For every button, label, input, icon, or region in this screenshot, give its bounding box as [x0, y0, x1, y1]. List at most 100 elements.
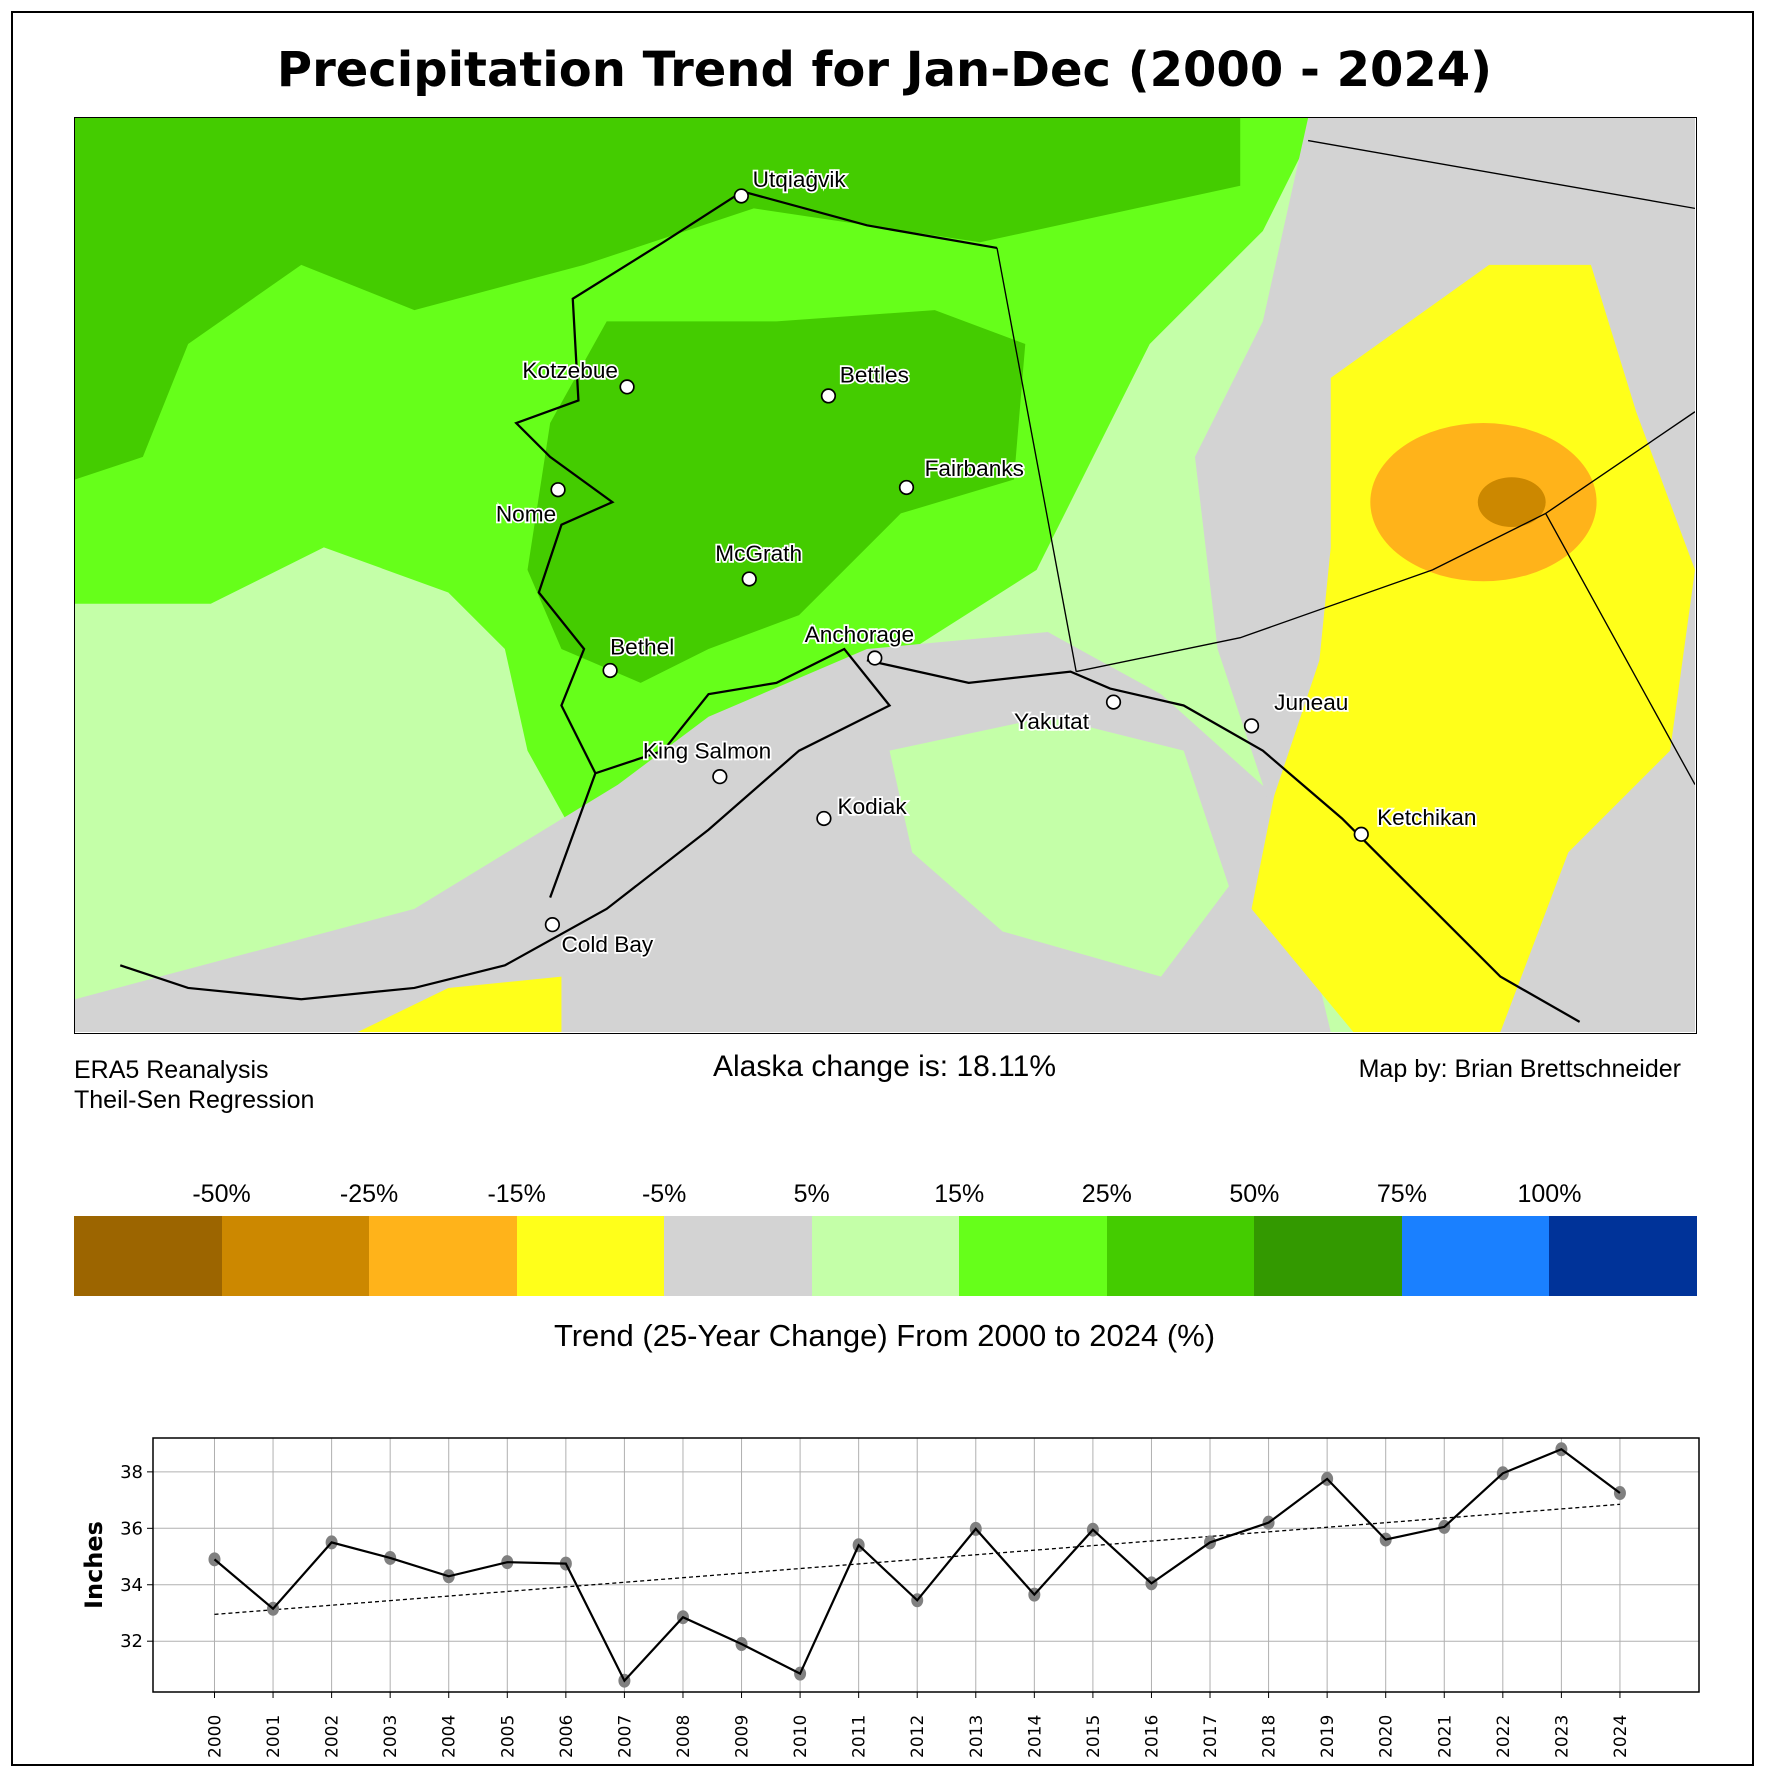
x-tick-label: 2007: [615, 1715, 635, 1758]
x-tick-label: 2023: [1552, 1715, 1572, 1758]
colorbar-tick-label: 50%: [1229, 1180, 1280, 1208]
colorbar-tick-label: -5%: [641, 1180, 687, 1208]
map-region-yellow-south: [357, 976, 562, 1032]
x-tick-label: 2017: [1201, 1715, 1221, 1758]
map-credit: Map by: Brian Brettschneider: [1358, 1055, 1681, 1083]
x-tick-label: 2006: [557, 1715, 577, 1758]
city-marker: [1353, 826, 1369, 842]
y-tick-label: 38: [120, 1462, 143, 1483]
x-tick-label: 2001: [264, 1715, 284, 1758]
x-tick-label: 2009: [733, 1715, 753, 1758]
city-label: Yakutat: [1014, 709, 1090, 734]
alaska-coastline: [119, 190, 1581, 1023]
city-marker: [712, 769, 728, 785]
figure-frame: [11, 11, 1754, 1766]
city-label: Fairbanks: [925, 456, 1024, 481]
colorbar-swatch: [664, 1216, 812, 1296]
colorbar-tick-label: -50%: [192, 1180, 251, 1208]
trend-map: Utqiaġvik Kotzebue Bettles Nome Fairbanks McG…: [74, 117, 1697, 1034]
source-note: ERA5 Reanalysis Theil-Sen Regression: [74, 1055, 314, 1115]
colorbar-tick-label: 15%: [934, 1180, 985, 1208]
x-tick-label: 2014: [1025, 1715, 1045, 1758]
trend-line: [214, 1503, 1620, 1616]
colorbar-swatch: [369, 1216, 517, 1296]
city-label: Kodiak: [837, 794, 907, 819]
colorbar-swatch: [1254, 1216, 1402, 1296]
city-label: Bettles: [840, 362, 909, 387]
colorbar-ticks: -50% -25% -15% -5% 5% 15% 25% 50% 75% 100%: [74, 1180, 1697, 1210]
precip-line-chart: 2000 2001 2002 2003 2004 2005 2006 2007 2008 2009…: [80, 1437, 1700, 1758]
map-region-light-south: [889, 716, 1229, 977]
map-region-50-75-interior: [527, 310, 1026, 683]
colorbar-swatch: [74, 1216, 222, 1296]
colorbar-tick-label: -25%: [339, 1180, 399, 1208]
x-tick-label: 2019: [1318, 1715, 1338, 1758]
city-label: McGrath: [715, 541, 802, 566]
city-marker: [867, 650, 883, 666]
x-tick-label: 2024: [1611, 1715, 1631, 1758]
colorbar-tick-label: 75%: [1376, 1180, 1427, 1208]
x-tick-label: 2015: [1084, 1715, 1104, 1758]
colorbar-swatch: [1549, 1216, 1698, 1296]
city-marker: [619, 379, 635, 395]
city-label: Juneau: [1274, 690, 1348, 715]
map-region-dark-orange: [1477, 477, 1546, 527]
map-region-50-75-north: [75, 118, 1241, 480]
city-label: Utqiaġvik: [753, 167, 847, 192]
x-tick-label: 2021: [1435, 1715, 1455, 1758]
city-label: Nome: [496, 501, 556, 526]
x-tick-label: 2008: [674, 1715, 694, 1758]
city-marker: [1243, 718, 1260, 734]
x-tick-label: 2022: [1494, 1715, 1514, 1758]
colorbar-tick-label: 5%: [793, 1180, 830, 1208]
city-marker: [550, 482, 566, 498]
x-tick-label: 2020: [1377, 1715, 1397, 1758]
x-tick-label: 2016: [1142, 1715, 1162, 1758]
x-tick-label: 2013: [967, 1715, 987, 1758]
colorbar-label: Trend (25-Year Change) From 2000 to 2024…: [553, 1318, 1216, 1353]
city-marker: [820, 388, 837, 404]
x-tick-label: 2012: [908, 1715, 928, 1758]
colorbar-swatch: [221, 1216, 370, 1296]
city-label: King Salmon: [643, 739, 771, 764]
city-marker: [733, 188, 749, 204]
colorbar: [74, 1216, 1698, 1296]
city-label: Cold Bay: [561, 932, 653, 957]
source-line-era5: ERA5 Reanalysis: [74, 1056, 269, 1084]
colorbar-tick-label: 25%: [1081, 1180, 1132, 1208]
plot-frame: [152, 1437, 1700, 1693]
colorbar-swatch: [811, 1216, 960, 1296]
x-tick-label: 2011: [850, 1715, 870, 1758]
y-tick-label: 36: [120, 1518, 143, 1539]
x-tick-label: 2010: [791, 1715, 811, 1758]
precip-series-line: [213, 1448, 1621, 1683]
y-tick-label: 34: [120, 1575, 143, 1596]
figure-title: Precipitation Trend for Jan-Dec (2000 - …: [276, 42, 1493, 98]
colorbar-tick-label: 100%: [1517, 1180, 1582, 1208]
colorbar-swatch: [959, 1216, 1107, 1296]
x-tick-label: 2003: [381, 1715, 401, 1758]
city-label: Ketchikan: [1377, 805, 1476, 830]
colorbar-swatch: [1106, 1216, 1255, 1296]
city-marker: [544, 917, 561, 933]
city-label: Kotzebue: [522, 358, 618, 383]
city-label: Bethel: [610, 635, 674, 660]
colorbar-tick-label: -15%: [487, 1180, 546, 1208]
x-tick-label: 2000: [205, 1715, 225, 1758]
city-marker: [816, 810, 832, 827]
x-tick-label: 2005: [498, 1715, 518, 1758]
colorbar-swatch: [516, 1216, 665, 1296]
city-marker: [741, 571, 757, 587]
source-line-regression: Theil-Sen Regression: [74, 1086, 315, 1114]
y-axis-label: Inches: [80, 1521, 108, 1609]
city-marker: [1105, 694, 1122, 710]
y-tick-label: 32: [120, 1631, 143, 1652]
colorbar-swatch: [1401, 1216, 1550, 1296]
x-tick-label: 2004: [440, 1715, 460, 1758]
alaska-change: Alaska change is: 18.11%: [713, 1050, 1056, 1083]
city-label: Anchorage: [805, 622, 914, 647]
city-marker: [602, 662, 618, 679]
city-marker: [898, 479, 915, 496]
border-lines: [996, 139, 1696, 785]
